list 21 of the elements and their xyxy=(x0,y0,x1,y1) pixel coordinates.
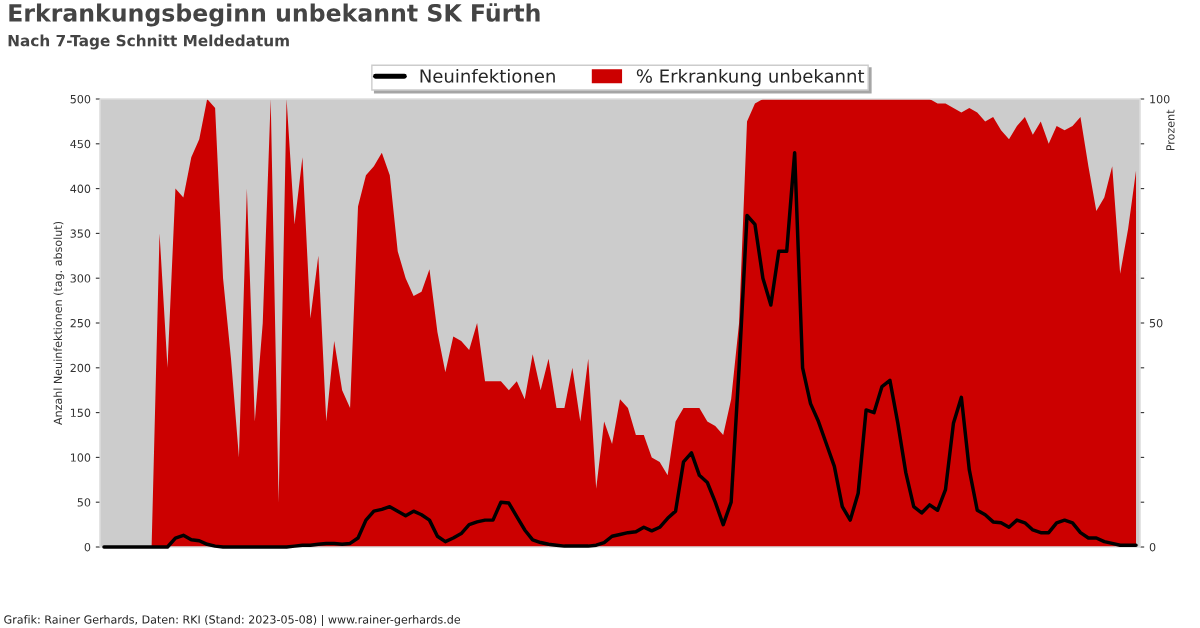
legend-label: % Erkrankung unbekannt xyxy=(636,68,865,87)
y-tick-label: 200 xyxy=(70,363,91,373)
chart-title: Erkrankungsbeginn unbekannt SK Fürth xyxy=(9,3,540,27)
legend-label: Neuinfektionen xyxy=(420,68,555,83)
y2-tick-label: 100 xyxy=(1150,94,1170,104)
y-tick-label: 250 xyxy=(70,318,91,328)
y-tick-label: 450 xyxy=(70,139,91,149)
y-tick-label: 500 xyxy=(70,94,91,104)
y-tick-label: 350 xyxy=(70,229,91,238)
y-tick-label: 100 xyxy=(70,453,91,462)
y-axis-title: Anzahl Neuinfektionen (tag. absolut) xyxy=(53,221,65,425)
y-tick-label: 300 xyxy=(70,274,91,283)
y-tick-label: 400 xyxy=(70,184,91,193)
y-tick-label: 150 xyxy=(70,408,91,417)
text: Grafik: Rainer Gerhards, Daten: RKI (Stand: 2023-05-08) | www.rainer-gerhards.de xyxy=(4,615,461,627)
y2-axis-title: Prozent xyxy=(1166,109,1175,151)
y2-tick-label: 50 xyxy=(1149,318,1163,328)
y2-tick-label: 0 xyxy=(1149,542,1156,552)
y-tick-label: 50 xyxy=(77,498,91,507)
y-tick-label: 0 xyxy=(84,542,91,552)
chart-subtitle: Nach 7-Tage Schnitt Meldedatum xyxy=(8,34,289,50)
